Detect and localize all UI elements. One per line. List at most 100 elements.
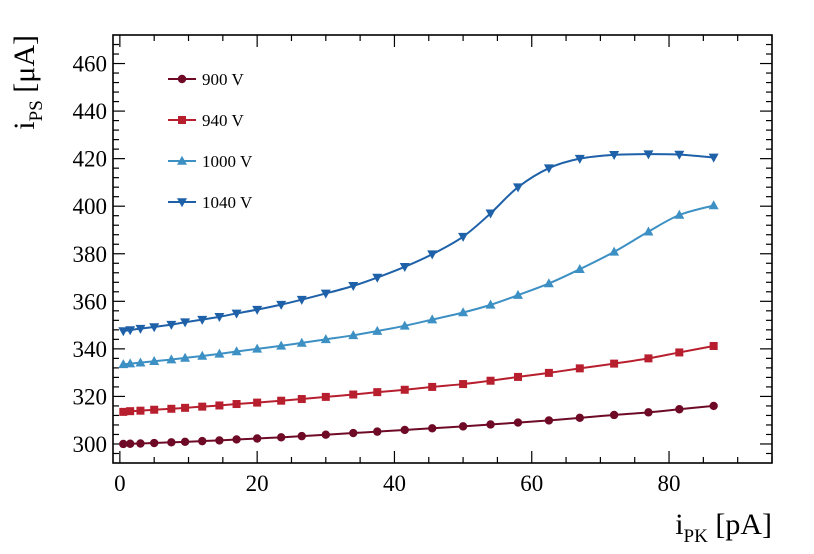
data-point [232,400,241,409]
y-tick-label: 300 [73,432,108,457]
data-point [675,348,684,357]
data-point [513,183,524,193]
y-tick-label: 380 [73,242,108,267]
data-point [150,405,159,414]
x-tick-label: 0 [114,471,126,496]
data-point [458,307,469,317]
data-point [125,439,135,448]
data-point [277,396,286,405]
data-point [609,151,620,161]
legend-item: 1040 V [168,193,253,212]
legend-item: 940 V [168,111,244,130]
series-line [123,153,714,333]
series-1040-v [118,150,719,337]
data-point [709,401,718,411]
data-point [135,324,146,334]
data-point [276,340,287,350]
data-point [609,410,619,420]
data-point [543,278,554,288]
data-point [276,300,287,310]
data-point [610,359,619,368]
data-point [215,401,224,410]
data-point [166,320,177,330]
data-point [514,372,523,381]
y-tick-label: 320 [73,384,108,409]
data-point [544,416,554,425]
data-point [197,350,208,360]
data-point [428,424,437,433]
data-point [674,150,685,160]
data-point [543,164,554,174]
data-point [348,282,359,292]
data-point [181,403,190,412]
data-point [135,357,146,367]
data-point [513,289,524,299]
data-point [118,327,129,337]
legend-marker [177,74,187,84]
data-point [708,153,719,163]
data-point [575,413,584,423]
data-point [321,430,331,439]
data-point [252,343,263,353]
data-point [252,305,263,315]
data-point [125,358,136,368]
data-point [119,439,128,449]
data-point [458,232,469,242]
x-tick-label: 60 [520,471,543,496]
data-point [232,435,241,444]
data-point [427,314,438,324]
data-point [296,337,307,347]
legend-marker [177,198,187,208]
legend-item: 900 V [168,70,244,89]
data-point [348,330,359,340]
series-line [123,345,714,413]
legend-item: 1000 V [168,152,253,171]
y-axis-label-main: i [8,121,41,129]
data-point [126,407,135,416]
x-axis-label: iPK [pA] [675,508,772,547]
y-axis-label-sub: PS [26,100,47,121]
data-point [486,420,495,429]
data-point [231,346,242,356]
data-point [428,382,437,391]
data-point [400,425,409,435]
data-point [167,438,176,447]
data-point [276,433,286,442]
y-axis-label: iPS [μA] [8,35,47,130]
data-point [485,209,496,219]
data-point [297,395,306,404]
legend-marker [178,116,186,124]
legend-label: 1000 V [202,152,253,171]
axis-ticks: 0 20 40 60 80 300 320 340 360 380 400 420 440 460 [73,35,773,496]
x-axis-label-unit: [pA] [708,508,772,541]
y-tick-label: 340 [73,337,108,362]
data-point [372,273,383,283]
data-point [485,299,496,309]
data-point [644,354,653,363]
data-point [373,388,382,397]
data-point [136,406,145,415]
data-point [214,312,225,322]
y-tick-label: 400 [73,194,108,219]
data-point [231,309,242,319]
series-line [123,204,714,366]
data-point [149,356,160,366]
data-point [149,438,159,448]
data-point [574,154,585,164]
series-layer [118,150,719,449]
data-point [427,250,438,260]
data-point [400,385,409,394]
data-point [674,209,685,219]
series-1000-v [118,200,719,369]
data-point [575,364,584,373]
x-axis-label-sub: PK [684,526,709,547]
data-point [253,398,262,407]
data-point [486,376,495,385]
data-point [373,427,382,436]
data-point [459,380,468,389]
data-point [118,359,129,369]
data-point [180,318,191,328]
series-900-v [119,401,718,449]
data-point [675,405,684,414]
